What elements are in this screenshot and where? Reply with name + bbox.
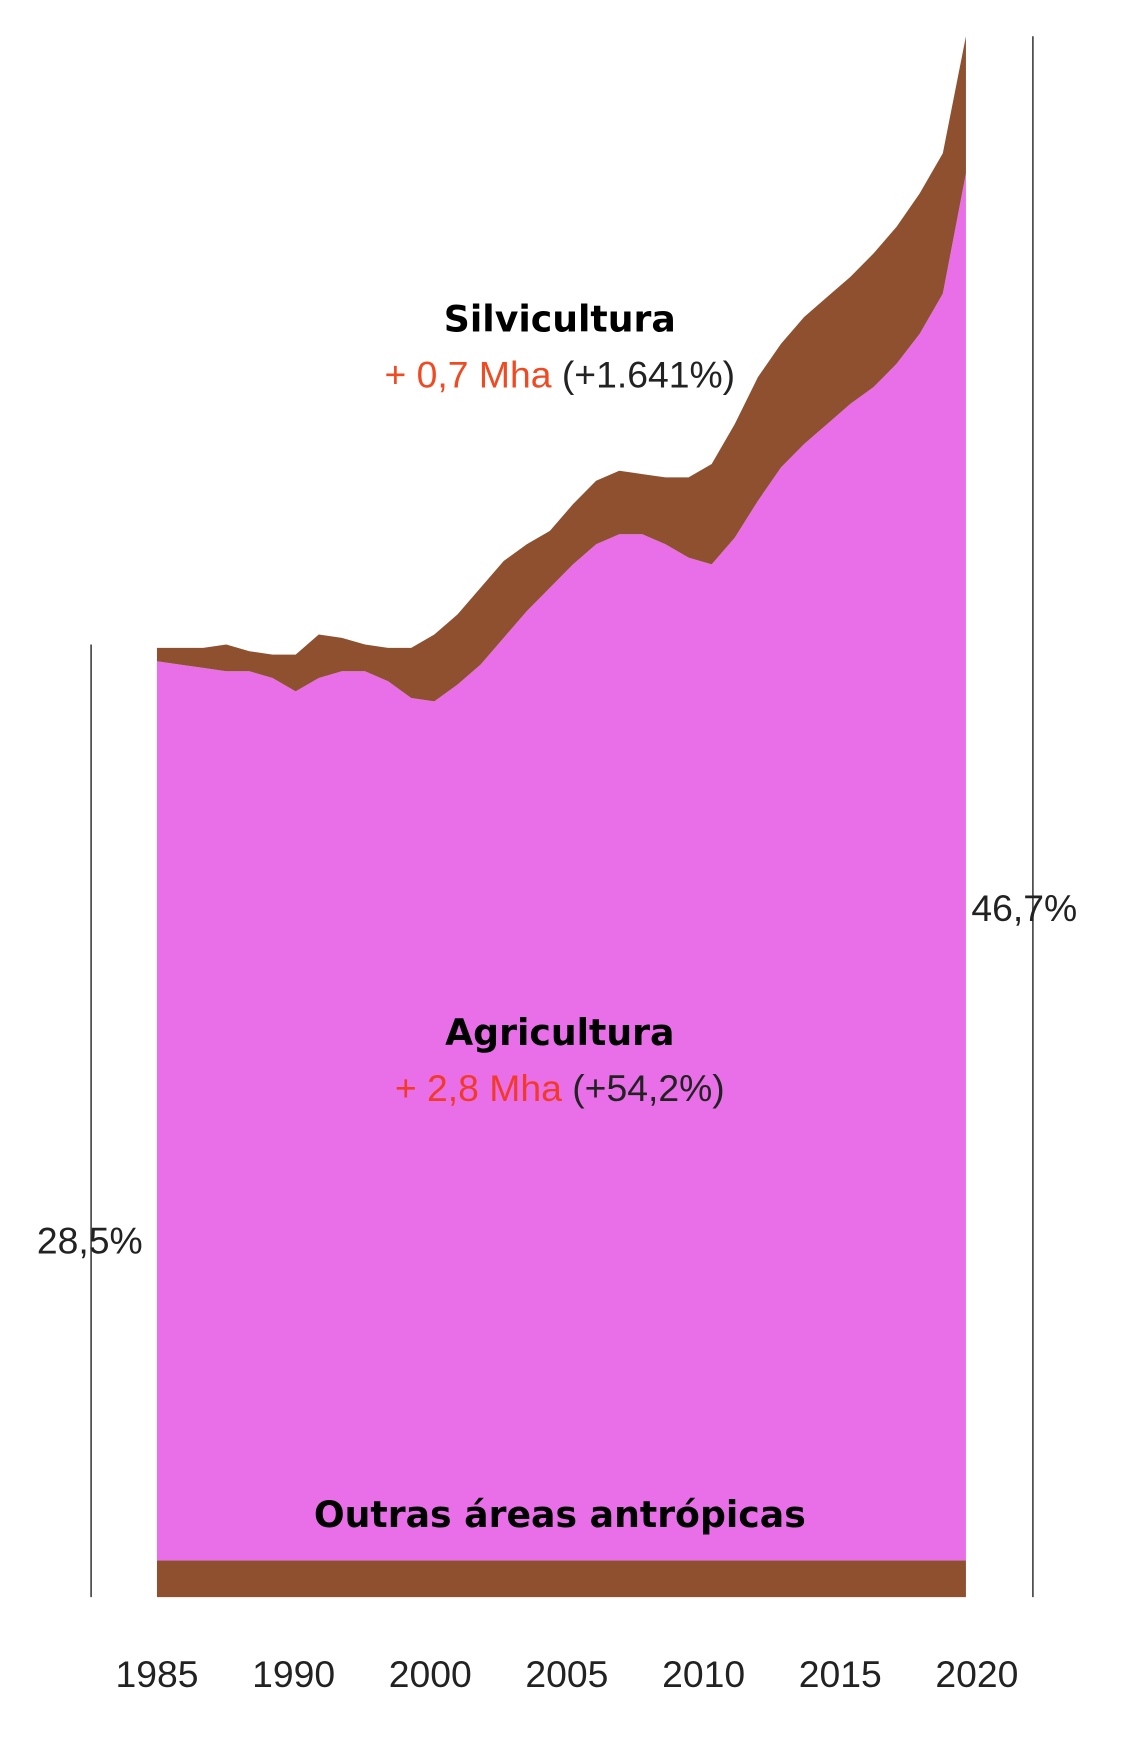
change-percent: (+54,2%) xyxy=(572,1067,724,1109)
x-tick-label: 1990 xyxy=(252,1653,335,1695)
x-tick-label: 2020 xyxy=(935,1653,1018,1695)
area xyxy=(156,173,966,1561)
series-label: Outras áreas antrópicas xyxy=(314,1493,806,1536)
series-change: + 2,8 Mha (+54,2%) xyxy=(395,1067,725,1109)
x-tick-label: 1985 xyxy=(115,1653,198,1695)
end-total-label: 46,7% xyxy=(971,887,1077,929)
x-tick-label: 2015 xyxy=(799,1653,882,1695)
change-percent: (+1.641%) xyxy=(562,353,735,395)
x-tick-label: 2005 xyxy=(525,1653,608,1695)
area xyxy=(156,1560,966,1598)
x-tick-label: 2010 xyxy=(662,1653,745,1695)
change-value: + 2,8 Mha xyxy=(395,1067,562,1109)
area xyxy=(156,36,966,702)
start-total-label: 28,5% xyxy=(37,1220,143,1262)
series-change: + 0,7 Mha (+1.641%) xyxy=(385,353,736,395)
series-label: Agricultura xyxy=(445,1011,674,1054)
series-label: Silvicultura xyxy=(444,298,676,341)
change-value: + 0,7 Mha xyxy=(385,353,552,395)
x-tick-label: 2000 xyxy=(389,1653,472,1695)
